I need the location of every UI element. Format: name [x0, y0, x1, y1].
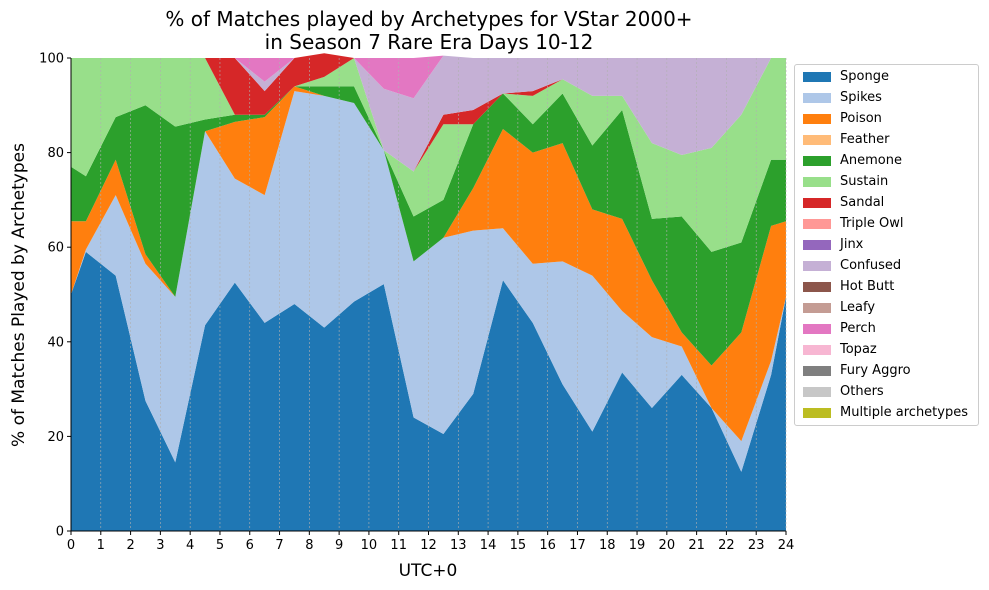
- legend-swatch: [803, 365, 831, 376]
- legend-swatch: [803, 176, 831, 187]
- legend-swatch: [803, 281, 831, 292]
- legend-label: Confused: [840, 258, 902, 273]
- y-axis-label: % of Matches Played by Archetypes: [9, 143, 29, 447]
- legend-item: Sustain: [803, 171, 888, 192]
- legend-item: Others: [803, 381, 884, 402]
- legend-item: Leafy: [803, 297, 875, 318]
- legend-swatch: [803, 260, 831, 271]
- x-tick-label: 19: [629, 538, 646, 553]
- x-tick-label: 18: [599, 538, 616, 553]
- legend-swatch: [803, 239, 831, 250]
- x-tick-label: 10: [361, 538, 378, 553]
- legend-swatch: [803, 407, 831, 418]
- x-tick-label: 24: [778, 538, 795, 553]
- area-spikes: [71, 91, 786, 472]
- x-tick-label: 21: [688, 538, 705, 553]
- x-tick-label: 17: [569, 538, 586, 553]
- legend-label: Perch: [840, 321, 876, 336]
- legend-item: Perch: [803, 318, 876, 339]
- x-tick-label: 1: [97, 538, 105, 553]
- legend-item: Sponge: [803, 66, 889, 87]
- x-tick-label: 11: [390, 538, 407, 553]
- y-tick-label: 100: [39, 52, 64, 67]
- x-axis-ticks: 0 1 2 3 4 5 6 7 8 9 10 11 12 13 14 15 16 17 18 19 20 21 22 23 24: [67, 531, 794, 553]
- legend-label: Jinx: [840, 237, 864, 252]
- x-tick-label: 23: [748, 538, 765, 553]
- legend-label: Fury Aggro: [840, 363, 911, 378]
- legend-swatch: [803, 197, 831, 208]
- legend-item: Sandal: [803, 192, 884, 213]
- y-tick-label: 80: [47, 146, 64, 161]
- legend-swatch: [803, 302, 831, 313]
- x-tick-label: 15: [510, 538, 527, 553]
- legend-item: Topaz: [803, 339, 877, 360]
- legend-label: Sponge: [840, 69, 889, 84]
- legend-item: Feather: [803, 129, 889, 150]
- legend-swatch: [803, 71, 831, 82]
- x-tick-label: 22: [718, 538, 735, 553]
- legend-label: Triple Owl: [840, 216, 904, 231]
- legend-swatch: [803, 344, 831, 355]
- x-axis-label: UTC+0: [399, 561, 458, 581]
- legend-item: Spikes: [803, 87, 882, 108]
- chart-title-line-1: % of Matches played by Archetypes for VS…: [165, 7, 692, 31]
- legend-label: Sustain: [840, 174, 889, 189]
- x-tick-label: 5: [216, 538, 224, 553]
- legend-item: Hot Butt: [803, 276, 894, 297]
- x-tick-label: 16: [539, 538, 556, 553]
- legend-swatch: [803, 134, 831, 145]
- legend-item: Fury Aggro: [803, 360, 911, 381]
- chart-title-line-2: in Season 7 Rare Era Days 10-12: [265, 30, 594, 54]
- legend-label: Hot Butt: [840, 279, 895, 294]
- legend-item: Jinx: [803, 234, 863, 255]
- legend-label: Leafy: [840, 300, 876, 315]
- legend-swatch: [803, 92, 831, 103]
- legend-label: Spikes: [840, 90, 882, 105]
- x-tick-label: 13: [450, 538, 467, 553]
- x-tick-label: 20: [659, 538, 676, 553]
- legend-swatch: [803, 113, 831, 124]
- x-tick-label: 6: [246, 538, 254, 553]
- legend-swatch: [803, 218, 831, 229]
- legend-swatch: [803, 323, 831, 334]
- legend-label: Sandal: [840, 195, 885, 210]
- x-tick-label: 4: [186, 538, 194, 553]
- area-anemone: [71, 86, 786, 366]
- legend-label: Anemone: [840, 153, 902, 168]
- x-tick-label: 7: [275, 538, 283, 553]
- y-tick-label: 20: [47, 430, 64, 445]
- y-axis-ticks: 0 20 40 60 80 100: [39, 52, 71, 540]
- x-tick-label: 14: [480, 538, 497, 553]
- y-tick-label: 0: [56, 525, 64, 540]
- legend-label: Multiple archetypes: [840, 405, 968, 420]
- legend-label: Others: [840, 384, 884, 399]
- y-tick-label: 40: [47, 335, 64, 350]
- x-tick-label: 9: [335, 538, 343, 553]
- legend-item: Triple Owl: [803, 213, 903, 234]
- y-tick-label: 60: [47, 241, 64, 256]
- legend-swatch: [803, 386, 831, 397]
- legend-item: Poison: [803, 108, 882, 129]
- x-tick-label: 2: [126, 538, 134, 553]
- legend-label: Poison: [840, 111, 882, 126]
- legend-swatch: [803, 155, 831, 166]
- x-tick-label: 8: [305, 538, 313, 553]
- legend-label: Topaz: [840, 342, 877, 357]
- x-tick-label: 0: [67, 538, 75, 553]
- legend: Sponge Spikes Poison Feather Anemone Sustain S…: [794, 64, 979, 426]
- x-tick-label: 12: [420, 538, 437, 553]
- legend-item: Multiple archetypes: [803, 402, 968, 423]
- x-tick-label: 3: [156, 538, 164, 553]
- legend-item: Anemone: [803, 150, 902, 171]
- legend-label: Feather: [840, 132, 890, 147]
- legend-item: Confused: [803, 255, 901, 276]
- area-sponge: [71, 251, 786, 531]
